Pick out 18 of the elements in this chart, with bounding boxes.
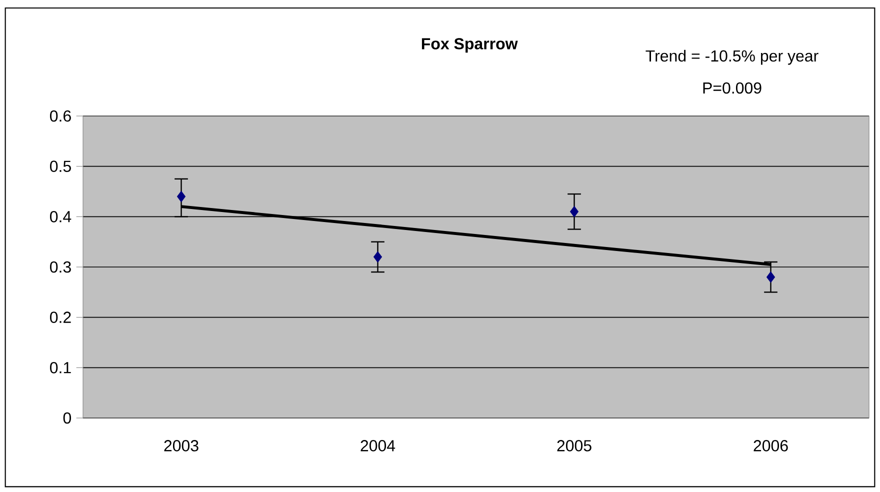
text: P=0.009 <box>703 82 762 94</box>
x-tick-label: 2006 <box>754 440 788 452</box>
point <box>570 206 579 218</box>
point <box>176 190 186 202</box>
x-tick-label: 2005 <box>557 440 592 452</box>
point <box>373 251 382 263</box>
x-tick-label: 2004 <box>360 440 396 452</box>
y-tick-label: 0.5 <box>50 160 71 172</box>
y-tick-label: 0.6 <box>50 110 71 122</box>
y-tick-label: 0.1 <box>50 362 71 374</box>
x-tick-label: 2003 <box>164 440 198 452</box>
chart-title: Fox Sparrow <box>422 38 518 53</box>
point <box>766 271 776 283</box>
y-tick-label: 0 <box>63 412 72 424</box>
y-tick-label: 0.2 <box>50 312 71 323</box>
y-tick-label: 0.3 <box>50 261 71 273</box>
text: Trend = -10.5% per year <box>646 50 818 65</box>
y-tick-label: 0.4 <box>50 211 72 222</box>
